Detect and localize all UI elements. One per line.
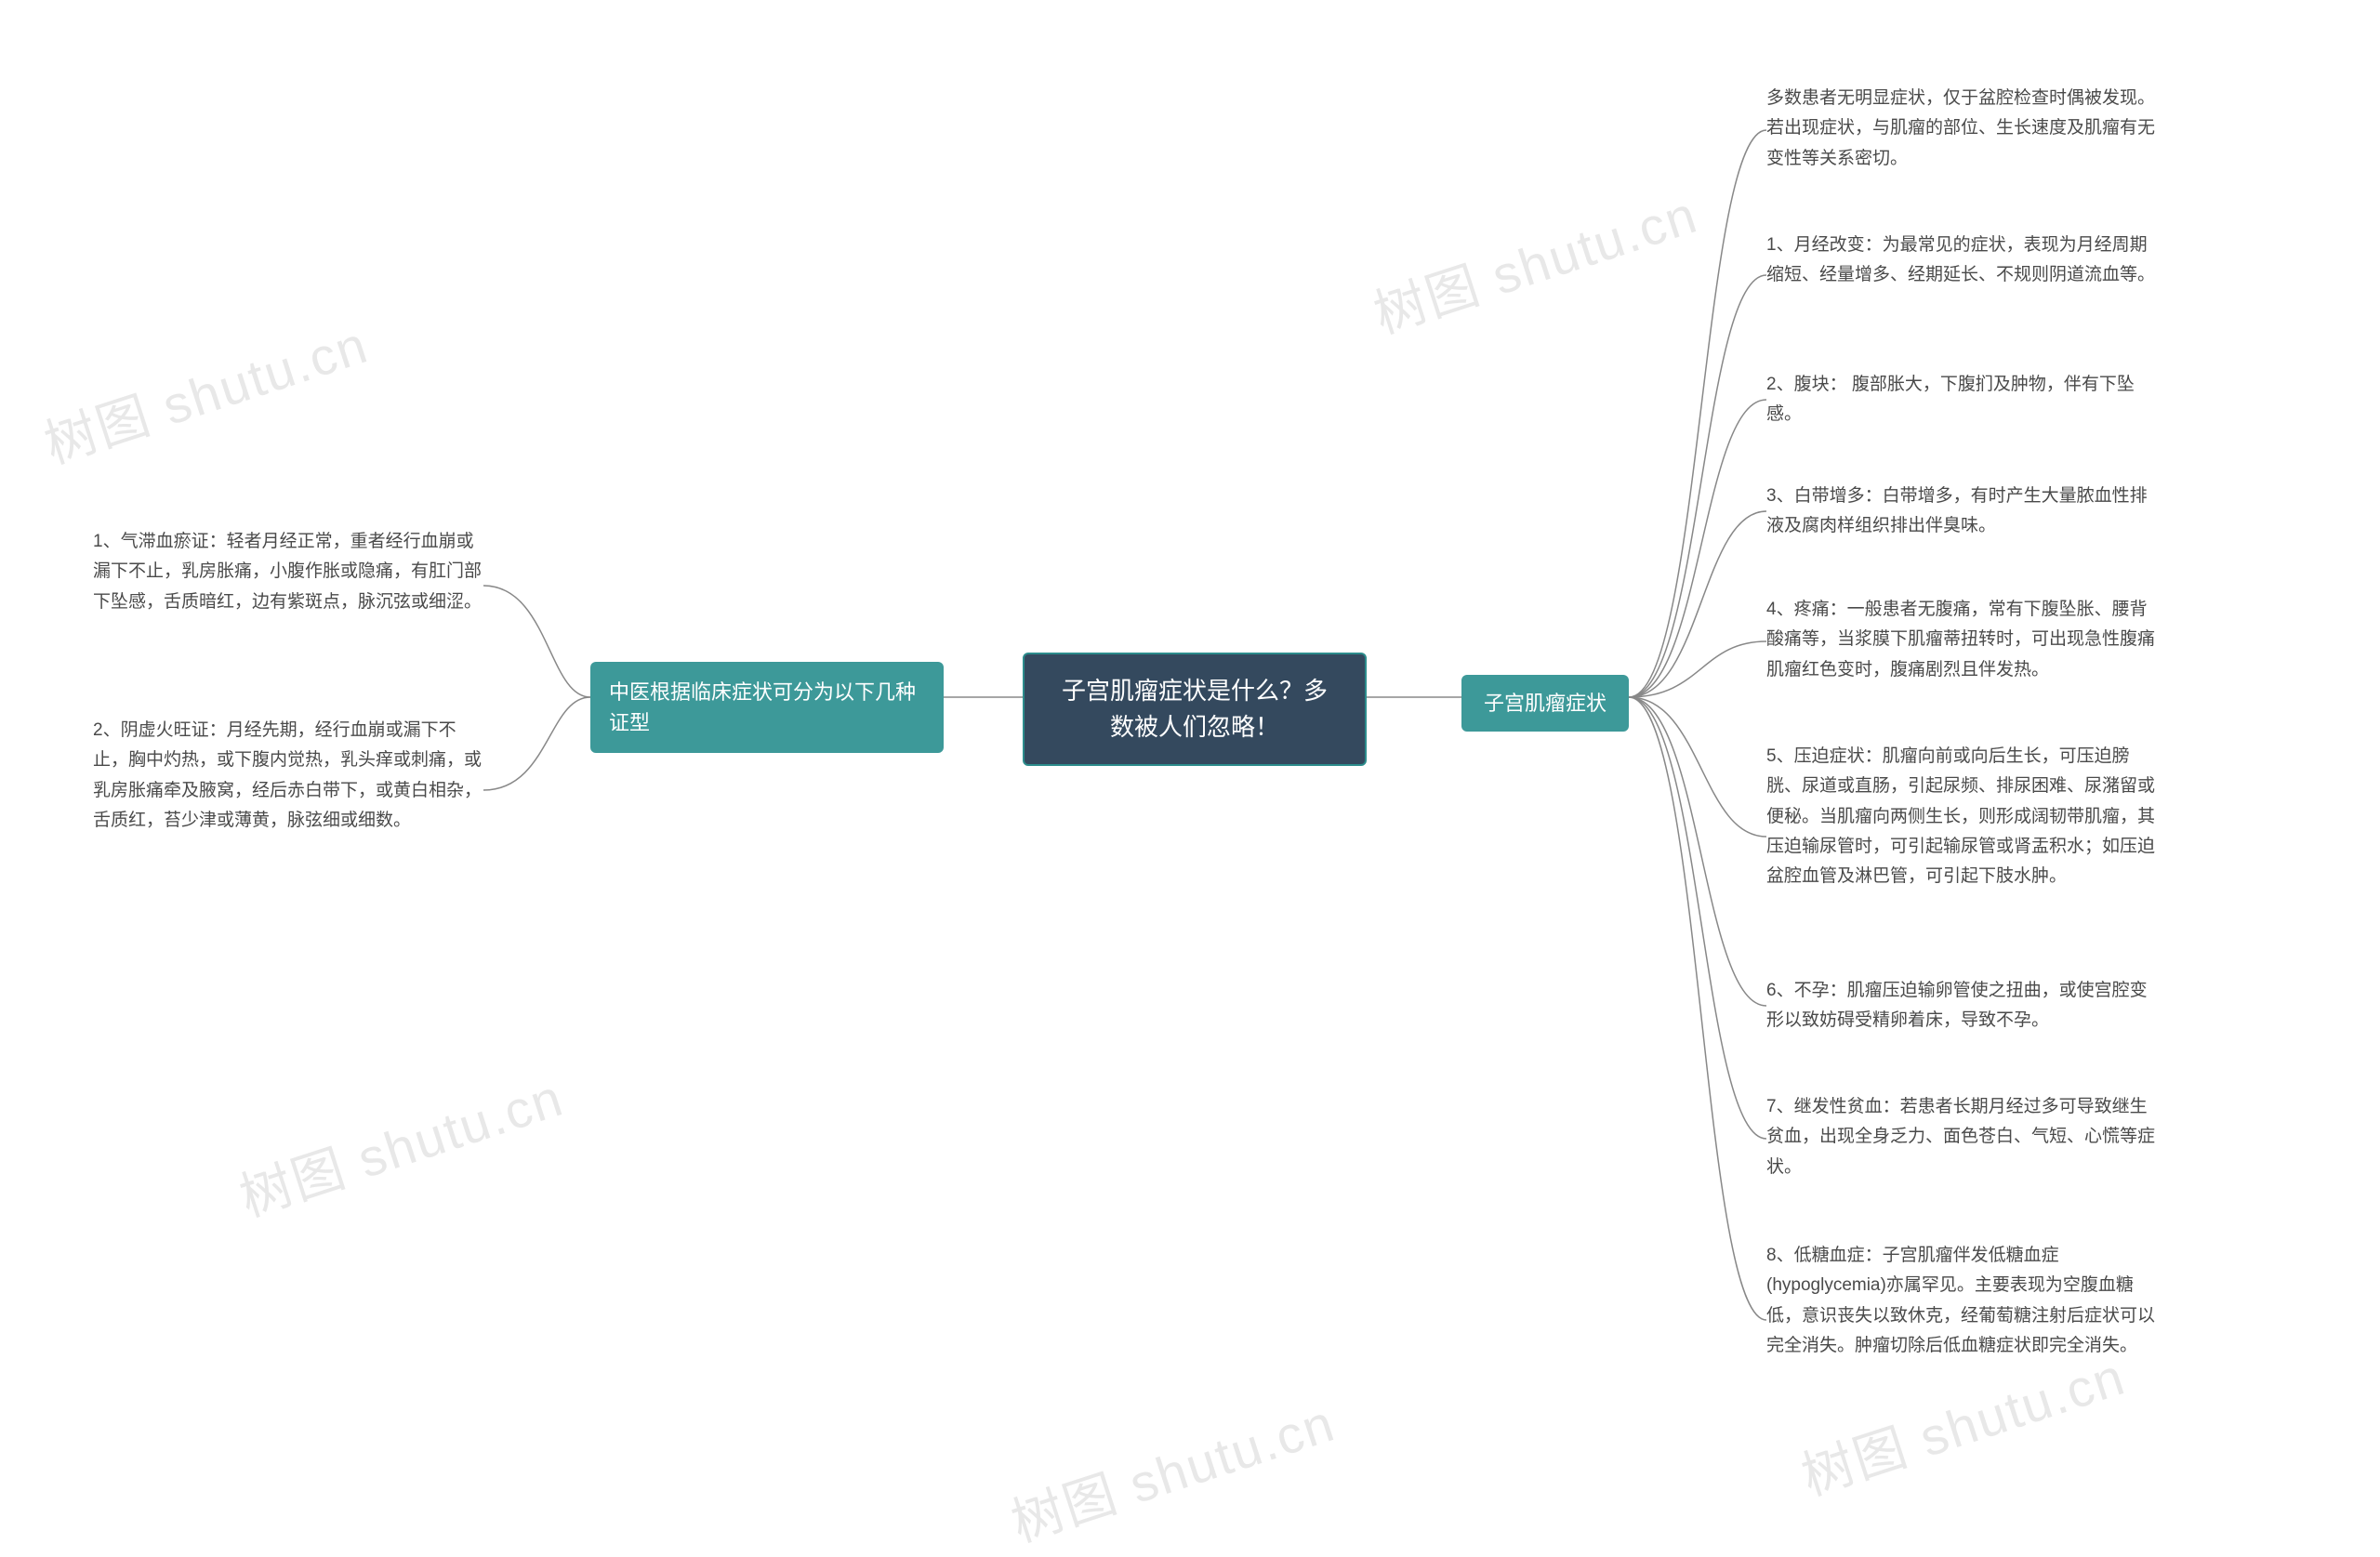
left-leaf-node: 1、气滞血瘀证：轻者月经正常，重者经行血崩或漏下不止，乳房胀痛，小腹作胀或隐痛，… xyxy=(93,527,483,617)
right-branch-node[interactable]: 子宫肌瘤症状 xyxy=(1461,675,1629,732)
right-leaf-node: 4、疼痛：一般患者无腹痛，常有下腹坠胀、腰背酸痛等，当浆膜下肌瘤蒂扭转时，可出现… xyxy=(1766,595,2157,685)
watermark: 树图 shutu.cn xyxy=(1363,173,1706,349)
watermark: 树图 shutu.cn xyxy=(229,1056,572,1232)
watermark: 树图 shutu.cn xyxy=(1000,1381,1343,1557)
right-leaf-node: 7、继发性贫血：若患者长期月经过多可导致继生贫血，出现全身乏力、面色苍白、气短、… xyxy=(1766,1092,2157,1182)
right-leaf-node: 6、不孕：肌瘤压迫输卵管使之扭曲，或使宫腔变形以致妨碍受精卵着床，导致不孕。 xyxy=(1766,976,2157,1036)
watermark: 树图 shutu.cn xyxy=(1791,1335,2134,1511)
left-branch-node[interactable]: 中医根据临床症状可分为以下几种证型 xyxy=(590,662,944,753)
right-leaf-node: 1、月经改变：为最常见的症状，表现为月经周期缩短、经量增多、经期延长、不规则阴道… xyxy=(1766,231,2157,291)
right-leaf-node: 2、腹块： 腹部胀大，下腹扪及肿物，伴有下坠感。 xyxy=(1766,370,2157,430)
right-leaf-node: 5、压迫症状：肌瘤向前或向后生长，可压迫膀胱、尿道或直肠，引起尿频、排尿困难、尿… xyxy=(1766,742,2157,891)
root-node[interactable]: 子宫肌瘤症状是什么？多数被人们忽略！ xyxy=(1023,653,1367,766)
right-leaf-node: 8、低糖血症：子宫肌瘤伴发低糖血症(hypoglycemia)亦属罕见。主要表现… xyxy=(1766,1241,2157,1361)
left-leaf-node: 2、阴虚火旺证：月经先期，经行血崩或漏下不止，胸中灼热，或下腹内觉热，乳头痒或刺… xyxy=(93,716,483,836)
watermark: 树图 shutu.cn xyxy=(33,303,377,479)
right-leaf-node: 多数患者无明显症状，仅于盆腔检查时偶被发现。若出现症状，与肌瘤的部位、生长速度及… xyxy=(1766,84,2157,174)
right-leaf-node: 3、白带增多：白带增多，有时产生大量脓血性排液及腐肉样组织排出伴臭味。 xyxy=(1766,482,2157,542)
